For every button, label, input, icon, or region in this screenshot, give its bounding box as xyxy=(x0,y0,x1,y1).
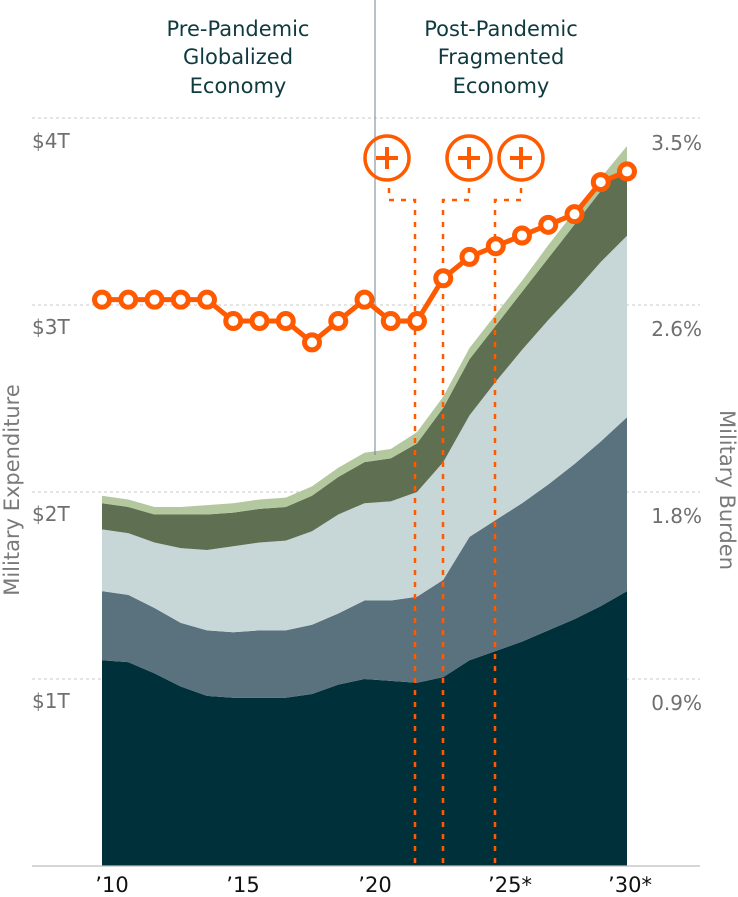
left-tick-4t: $4T xyxy=(32,129,70,153)
burden-point-2012 xyxy=(144,289,165,310)
plus-icon xyxy=(376,147,398,169)
left-tick-2t: $2T xyxy=(32,502,70,526)
burden-point-2029 xyxy=(590,172,611,193)
marker-connectors xyxy=(387,188,523,866)
x-tick-2010: ’10 xyxy=(95,873,128,897)
era-title-pre: Pre-Pandemic Globalized Economy xyxy=(167,17,310,98)
x-tick-2020: ’20 xyxy=(358,873,391,897)
burden-point-2016 xyxy=(249,311,270,332)
x-tick-2015: ’15 xyxy=(226,873,259,897)
era-title-pre-line1: Pre-Pandemic xyxy=(167,17,310,41)
right-tick-1-8: 1.8% xyxy=(651,504,702,528)
area-layer-4 xyxy=(102,161,627,550)
burden-point-2028 xyxy=(564,204,585,225)
area-layer-3 xyxy=(102,235,627,633)
era-title-pre-line3: Economy xyxy=(190,74,287,98)
plus-circle-icon xyxy=(445,134,493,182)
plus-circle-icon xyxy=(363,134,411,182)
plus-marker-1[interactable] xyxy=(363,134,411,182)
plus-circle-icon xyxy=(497,134,545,182)
burden-point-2025 xyxy=(485,236,506,257)
right-tick-3-5: 3.5% xyxy=(651,131,702,155)
era-title-post-line1: Post-Pandemic xyxy=(424,17,578,41)
burden-point-2024 xyxy=(459,246,480,267)
policy-markers xyxy=(363,134,545,866)
connector-1 xyxy=(387,188,417,866)
era-title-post-line3: Economy xyxy=(453,74,550,98)
right-axis-ticks: 0.9% 1.8% 2.6% 3.5% xyxy=(651,131,702,715)
burden-point-2011 xyxy=(118,289,139,310)
area-layer-2 xyxy=(102,417,627,698)
plus-icon xyxy=(510,147,532,169)
burden-point-2026 xyxy=(512,225,532,246)
burden-point-2010 xyxy=(92,289,112,310)
area-layer-1 xyxy=(102,591,627,866)
burden-point-2022 xyxy=(407,311,427,332)
era-title-post: Post-Pandemic Fragmented Economy xyxy=(424,17,578,98)
right-tick-0-9: 0.9% xyxy=(651,691,702,715)
plus-marker-3[interactable] xyxy=(497,134,545,182)
left-tick-3t: $3T xyxy=(32,315,70,339)
burden-point-2019 xyxy=(328,311,349,332)
burden-point-2021 xyxy=(380,311,401,332)
era-title-pre-line2: Globalized xyxy=(183,45,293,69)
burden-point-2015 xyxy=(223,311,244,332)
connector-2 xyxy=(441,188,471,866)
left-axis-title: Military Expenditure xyxy=(0,384,24,596)
burden-point-2030 xyxy=(617,161,637,182)
burden-point-2014 xyxy=(197,289,217,310)
era-title-post-line2: Fragmented xyxy=(438,45,565,69)
burden-point-2027 xyxy=(538,214,559,235)
x-axis-ticks: ’10 ’15 ’20 ’25* ’30* xyxy=(95,873,652,897)
right-tick-2-6: 2.6% xyxy=(651,317,702,341)
burden-point-2020 xyxy=(354,289,375,310)
burden-point-2013 xyxy=(170,289,191,310)
stacked-areas xyxy=(102,146,627,866)
burden-point-2023 xyxy=(433,268,454,289)
burden-point-2017 xyxy=(275,311,296,332)
left-tick-1t: $1T xyxy=(32,689,70,713)
burden-point-2018 xyxy=(302,332,322,353)
x-tick-2025: ’25* xyxy=(488,873,532,897)
plus-icon xyxy=(458,147,480,169)
right-axis-title: Military Burden xyxy=(715,410,738,570)
military-burden-line xyxy=(92,161,637,353)
plus-marker-2[interactable] xyxy=(445,134,493,182)
x-tick-2030: ’30* xyxy=(608,873,652,897)
connector-3 xyxy=(493,188,523,866)
left-axis-ticks: $1T $2T $3T $4T xyxy=(32,129,70,713)
